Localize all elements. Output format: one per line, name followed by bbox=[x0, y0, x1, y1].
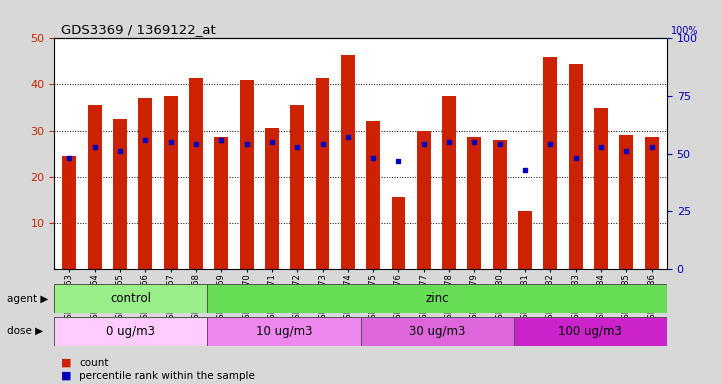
Bar bbox=[214, 137, 228, 269]
Text: GDS3369 / 1369122_at: GDS3369 / 1369122_at bbox=[61, 23, 216, 36]
Bar bbox=[366, 121, 380, 269]
Bar bbox=[88, 105, 102, 269]
Text: 10 ug/m3: 10 ug/m3 bbox=[256, 325, 312, 338]
Bar bbox=[594, 108, 608, 269]
Bar bbox=[442, 96, 456, 269]
Bar bbox=[265, 128, 279, 269]
Text: dose ▶: dose ▶ bbox=[7, 326, 43, 336]
Bar bbox=[189, 78, 203, 269]
Bar bbox=[54, 317, 208, 346]
Bar bbox=[208, 317, 360, 346]
Bar bbox=[113, 119, 127, 269]
Bar bbox=[645, 137, 659, 269]
Text: ■: ■ bbox=[61, 358, 72, 368]
Text: 30 ug/m3: 30 ug/m3 bbox=[409, 325, 465, 338]
Bar bbox=[392, 197, 405, 269]
Bar bbox=[138, 98, 152, 269]
Text: 100%: 100% bbox=[671, 26, 698, 36]
Text: agent ▶: agent ▶ bbox=[7, 293, 48, 304]
Text: 100 ug/m3: 100 ug/m3 bbox=[558, 325, 622, 338]
Bar bbox=[518, 211, 532, 269]
Text: ■: ■ bbox=[61, 371, 72, 381]
Bar bbox=[239, 80, 254, 269]
Bar bbox=[493, 140, 507, 269]
Bar bbox=[316, 78, 329, 269]
Bar bbox=[619, 135, 633, 269]
Bar bbox=[544, 57, 557, 269]
Bar bbox=[291, 105, 304, 269]
Bar bbox=[513, 317, 667, 346]
Bar bbox=[417, 131, 430, 269]
Text: 0 ug/m3: 0 ug/m3 bbox=[106, 325, 155, 338]
Text: count: count bbox=[79, 358, 109, 368]
Bar bbox=[467, 137, 482, 269]
Bar bbox=[54, 284, 208, 313]
Text: zinc: zinc bbox=[425, 292, 449, 305]
Bar bbox=[569, 64, 583, 269]
Bar bbox=[208, 284, 667, 313]
Bar bbox=[360, 317, 513, 346]
Bar bbox=[62, 156, 76, 269]
Text: control: control bbox=[110, 292, 151, 305]
Text: percentile rank within the sample: percentile rank within the sample bbox=[79, 371, 255, 381]
Bar bbox=[341, 55, 355, 269]
Bar bbox=[164, 96, 177, 269]
